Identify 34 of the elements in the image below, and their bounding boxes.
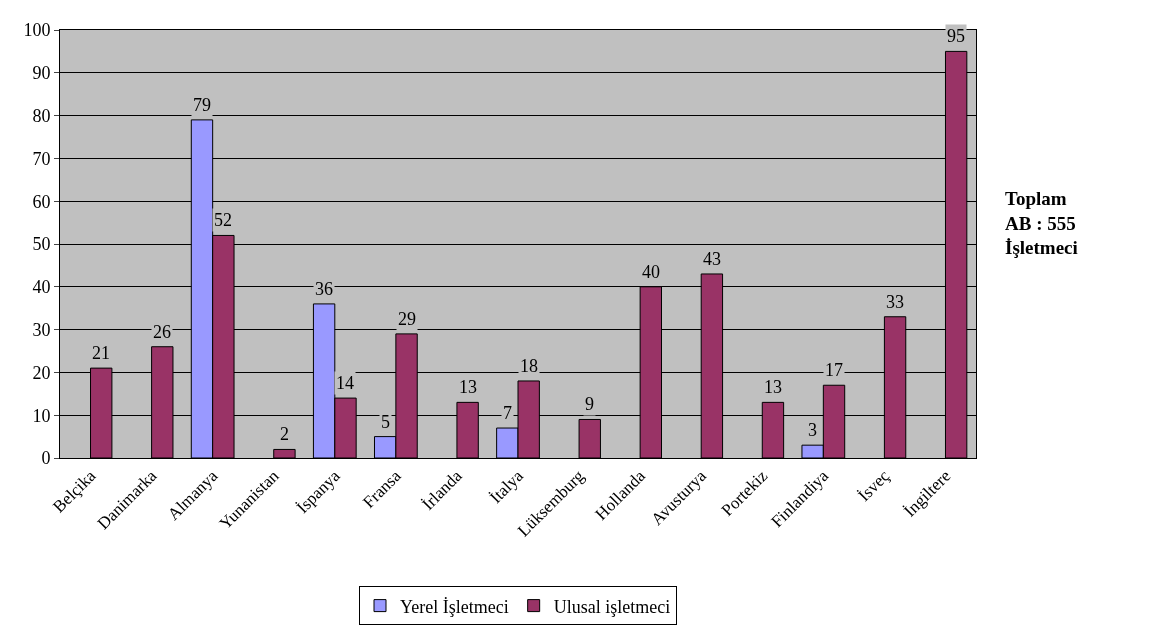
data-label: 7 — [503, 403, 512, 423]
y-tick-label: 30 — [32, 319, 51, 340]
data-label: 17 — [825, 360, 843, 380]
data-label: 95 — [947, 26, 965, 46]
data-label: 36 — [315, 279, 333, 299]
data-label: 2 — [280, 424, 289, 444]
data-label: 33 — [886, 292, 904, 312]
data-label: 13 — [459, 377, 477, 397]
y-tick-label: 20 — [32, 362, 51, 383]
legend-label: Ulusal işletmeci — [553, 596, 671, 617]
data-label: 29 — [398, 309, 416, 329]
data-label: 52 — [214, 210, 232, 230]
y-tick-label: 70 — [32, 148, 51, 169]
data-label: 79 — [193, 95, 211, 115]
y-tick-label: 40 — [32, 277, 51, 298]
data-label: 5 — [381, 412, 390, 432]
data-label: 40 — [642, 262, 660, 282]
y-tick-label: 50 — [32, 234, 51, 255]
text: Toplam AB : 555 İşletmeci — [1005, 188, 1078, 259]
y-tick-label: 100 — [23, 20, 51, 41]
legend-label: Yerel İşletmeci — [400, 596, 509, 617]
data-label: 9 — [585, 394, 594, 414]
data-label: 43 — [703, 249, 721, 269]
y-tick-label: 0 — [41, 448, 51, 469]
data-label: 13 — [764, 377, 782, 397]
y-tick-label: 80 — [32, 105, 51, 126]
data-label: 21 — [92, 343, 110, 363]
y-tick-label: 10 — [32, 405, 51, 426]
data-label: 3 — [808, 420, 817, 440]
data-label: 18 — [520, 356, 538, 376]
y-tick-label: 60 — [32, 191, 51, 212]
data-label: 26 — [153, 322, 171, 342]
y-tick-label: 90 — [32, 63, 51, 84]
data-label: 14 — [336, 373, 354, 393]
